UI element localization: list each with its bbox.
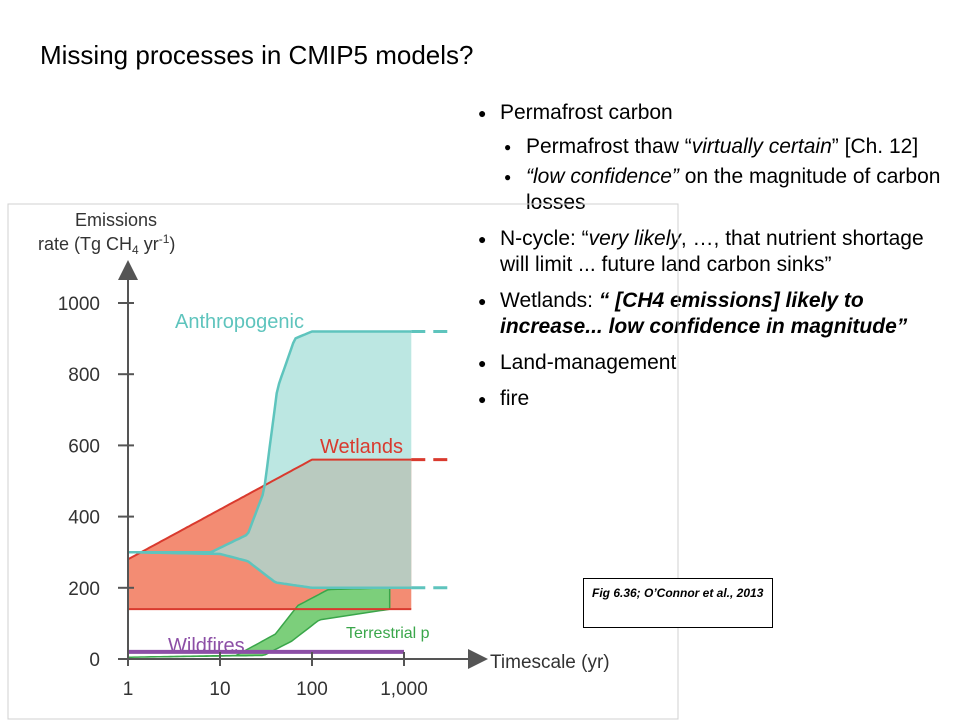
bullet-text-post: on the magnitude of carbon losses bbox=[526, 165, 941, 214]
bullet-text-italic: virtually certain bbox=[691, 135, 832, 158]
bullet-fire: ● fire bbox=[478, 386, 948, 412]
bullet-text: Land-management bbox=[500, 351, 677, 374]
y-axis-label-line2: rate (Tg CH4 yr-1) bbox=[38, 232, 175, 257]
bullet-dot: ● bbox=[478, 105, 487, 121]
bullet-dot: ● bbox=[478, 293, 487, 309]
bullet-ncycle: ● N-cycle: “very likely, …, that nutrien… bbox=[478, 226, 948, 278]
axes: 0 200 400 600 800 1000 1 10 100 1,000 bbox=[58, 260, 488, 700]
bullet-text-pre: Wetlands: bbox=[500, 289, 599, 312]
y-tick-label: 600 bbox=[68, 436, 100, 457]
y-tick-label: 1000 bbox=[58, 294, 100, 315]
bullet-text-pre: Permafrost thaw “ bbox=[526, 135, 692, 158]
y-tick-label: 0 bbox=[89, 650, 100, 671]
anthropogenic-lower-line bbox=[128, 550, 412, 590]
bullet-wetlands: ● Wetlands: “ [CH4 emissions] likely to … bbox=[478, 288, 948, 340]
series-label-wetlands: Wetlands bbox=[320, 436, 403, 458]
bullet-list: ● Permafrost carbon ● Permafrost thaw “v… bbox=[478, 100, 948, 422]
bullet-text: fire bbox=[500, 387, 530, 410]
anthropogenic-area bbox=[128, 331, 412, 588]
bullet-text-post: , …, that nutrient shortage will limit .… bbox=[500, 227, 924, 276]
x-tick-label: 1,000 bbox=[380, 679, 428, 700]
bullet-dot: ● bbox=[478, 231, 487, 247]
figure-frame bbox=[7, 203, 679, 720]
bullet-text: Permafrost carbon bbox=[500, 101, 673, 124]
wetlands-line bbox=[127, 458, 412, 561]
figure-caption: Fig 6.36; O’Connor et al., 2013 bbox=[583, 578, 773, 628]
bullet-text-italic: very likely bbox=[588, 227, 681, 250]
bullet-text-bold: “ [CH4 emissions] likely to increase... … bbox=[500, 289, 908, 338]
x-tick-label: 100 bbox=[296, 679, 328, 700]
slide-title: Missing processes in CMIP5 models? bbox=[40, 40, 474, 70]
series-label-terrestrial: Terrestrial p bbox=[346, 625, 430, 642]
series-label-wildfires: Wildfires bbox=[168, 635, 245, 657]
bullet-land-management: ● Land-management bbox=[478, 350, 948, 376]
bullet-text-post: ” [Ch. 12] bbox=[831, 135, 919, 158]
plot-area: Anthropogenic Wetlands Terrestrial p Wildfi… bbox=[127, 311, 452, 658]
emissions-chart: Anthropogenic Wetlands Terrestrial p Wildfi… bbox=[7, 203, 679, 720]
bullet-dot: ● bbox=[504, 140, 512, 154]
y-axis-label-line1: Emissions bbox=[75, 210, 157, 230]
sub-bullet-thaw: ● Permafrost thaw “virtually certain” [C… bbox=[504, 134, 948, 160]
y-tick-label: 400 bbox=[68, 508, 100, 529]
x-axis-label: Timescale (yr) bbox=[490, 652, 610, 673]
bullet-text-pre: N-cycle: “ bbox=[500, 227, 589, 250]
sub-bullet-low-confidence: ● “low confidence” on the magnitude of c… bbox=[504, 164, 948, 216]
y-tick-label: 800 bbox=[68, 365, 100, 386]
bullet-dot: ● bbox=[478, 355, 487, 371]
bullet-permafrost: ● Permafrost carbon bbox=[478, 100, 948, 126]
bullet-text-italic: “low confidence” bbox=[526, 165, 679, 188]
bullet-dot: ● bbox=[504, 170, 512, 184]
terrestrial-area bbox=[128, 587, 391, 658]
bullet-dot: ● bbox=[478, 391, 487, 407]
x-tick-label: 10 bbox=[209, 679, 230, 700]
x-tick-label: 1 bbox=[123, 679, 134, 700]
y-tick-label: 200 bbox=[68, 579, 100, 600]
series-label-anthropogenic: Anthropogenic bbox=[175, 311, 304, 333]
